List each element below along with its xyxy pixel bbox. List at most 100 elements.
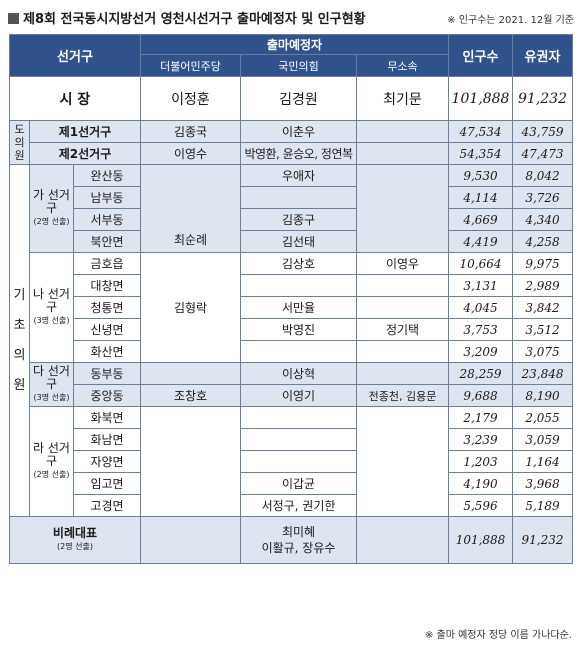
- town-pop: 5,596: [448, 494, 513, 517]
- district-2-ppp: 박영환, 윤승오, 정연복: [240, 142, 357, 165]
- town-voters: 3,512: [512, 318, 573, 341]
- town-ppp: 이갑균: [240, 472, 357, 495]
- header-party-dem: 더불어민주당: [140, 54, 241, 77]
- district-2: 제2선거구: [29, 142, 141, 165]
- proportional-ppp: 최미혜 이활규, 장유수: [240, 516, 357, 564]
- town-ppp: [240, 186, 357, 209]
- district-1-ind: [356, 120, 449, 143]
- town-name: 자양면: [73, 450, 141, 473]
- group-ra-dem: [140, 406, 241, 517]
- group-na: 나 선거구 (3명 선출): [29, 252, 74, 363]
- proportional-dem: [140, 516, 241, 564]
- town-pop: 9,530: [448, 164, 513, 187]
- town-pop: 3,131: [448, 274, 513, 297]
- district-2-voters: 47,473: [512, 142, 573, 165]
- table-row-mayor: 시 장 이정훈 김경원 최기문 101,888 91,232: [9, 76, 573, 121]
- page-title: 제8회 전국동시지방선거 영천시선거구 출마예정자 및 인구현황: [8, 8, 366, 27]
- town-pop: 10,664: [448, 252, 513, 275]
- town-name: 화남면: [73, 428, 141, 451]
- group-ga-ind: [356, 164, 449, 253]
- group-ra-name: 라 선거구: [33, 441, 70, 468]
- town-ppp: 김선태: [240, 230, 357, 253]
- town-name: 동부동: [73, 362, 141, 385]
- town-name: 대창면: [73, 274, 141, 297]
- town-voters: 3,075: [512, 340, 573, 363]
- town-voters: 4,258: [512, 230, 573, 253]
- town-pop: 3,753: [448, 318, 513, 341]
- table-row: 신녕면 박영진 정기택 3,753 3,512: [10, 318, 573, 341]
- town-ppp: [240, 428, 357, 451]
- town-name: 북안면: [73, 230, 141, 253]
- town-ppp: 이상혁: [240, 362, 357, 385]
- district-1-ppp: 이춘우: [240, 120, 357, 143]
- town-voters: 4,340: [512, 208, 573, 231]
- district-1: 제1선거구: [29, 120, 141, 143]
- town-pop: 4,190: [448, 472, 513, 495]
- town-pop: 9,688: [448, 384, 513, 407]
- proportional-label: 비례대표 (2명 선출): [9, 516, 141, 564]
- town-pop: 3,239: [448, 428, 513, 451]
- town-ppp: 서정구, 권기한: [240, 494, 357, 517]
- town-voters: 5,189: [512, 494, 573, 517]
- town-voters: 3,059: [512, 428, 573, 451]
- group-ra-ind: [356, 406, 449, 517]
- table-row: 남부동 4,114 3,726: [10, 186, 573, 209]
- table-row: 대창면 3,131 2,989: [10, 274, 573, 297]
- town-ppp: [240, 274, 357, 297]
- town-pop: 2,179: [448, 406, 513, 429]
- town-voters: 3,968: [512, 472, 573, 495]
- table-row: 도의원 제1선거구 김종국 이춘우 47,534 43,759: [9, 120, 573, 165]
- council-label-text: 기초의원: [13, 287, 26, 393]
- group-ga-dem: 최순례: [140, 164, 241, 253]
- mayor-pop: 101,888: [448, 76, 513, 121]
- town-pop: 1,203: [448, 450, 513, 473]
- table-row: 제2선거구 이영수 박영환, 윤승오, 정연복 54,354 47,473: [10, 142, 573, 165]
- town-voters: 3,842: [512, 296, 573, 319]
- town-ppp: 서만율: [240, 296, 357, 319]
- town-name: 고경면: [73, 494, 141, 517]
- town-ppp: 김상호: [240, 252, 357, 275]
- town-name: 화산면: [73, 340, 141, 363]
- mayor-ppp: 김경원: [240, 76, 357, 121]
- header-party-ppp: 국민의힘: [240, 54, 357, 77]
- town-voters: 2,989: [512, 274, 573, 297]
- group-ga: 가 선거구 (2명 선출): [29, 164, 74, 253]
- town-ppp: [240, 450, 357, 473]
- header-voters: 유권자: [512, 34, 573, 77]
- table-row: 고경면 서정구, 권기한 5,596 5,189: [10, 494, 573, 517]
- town-name: 청통면: [73, 296, 141, 319]
- square-bullet-icon: [8, 13, 19, 24]
- town-name: 중앙동: [73, 384, 141, 407]
- table-row: 서부동 김종구 4,669 4,340: [10, 208, 573, 231]
- header-party-ind: 무소속: [356, 54, 449, 77]
- table-row: 화남면 3,239 3,059: [10, 428, 573, 451]
- town-ind: [356, 274, 449, 297]
- proportional-label-text: 비례대표: [52, 526, 98, 540]
- town-ppp: 이영기: [240, 384, 357, 407]
- district-1-dem: 김종국: [140, 120, 241, 143]
- town-name: 완산동: [73, 164, 141, 187]
- table-row: 다 선거구 (3명 선출) 동부동 이상혁 28,259 23,848: [10, 362, 573, 407]
- town-ind: [356, 362, 449, 385]
- table-row: 기초의원 가 선거구 (2명 선출) 완산동 최순례 우애자 9,530 8,04…: [9, 164, 573, 517]
- table-row: 화산면 3,209 3,075: [10, 340, 573, 363]
- town-pop: 4,045: [448, 296, 513, 319]
- town-voters: 2,055: [512, 406, 573, 429]
- group-ga-seats: (2명 선출): [33, 217, 70, 226]
- district-2-dem: 이영수: [140, 142, 241, 165]
- district-1-pop: 47,534: [448, 120, 513, 143]
- group-na-seats: (3명 선출): [33, 316, 70, 325]
- town-pop: 4,114: [448, 186, 513, 209]
- mayor-voters: 91,232: [512, 76, 573, 121]
- town-ppp: 박영진: [240, 318, 357, 341]
- town-name: 화북면: [73, 406, 141, 429]
- table-row-proportional: 비례대표 (2명 선출) 최미혜 이활규, 장유수 101,888 91,232: [9, 516, 573, 564]
- mayor-label: 시 장: [9, 76, 141, 121]
- town-name: 서부동: [73, 208, 141, 231]
- district-1-voters: 43,759: [512, 120, 573, 143]
- table-row: 자양면 1,203 1,164: [10, 450, 573, 473]
- town-ind: 정기택: [356, 318, 449, 341]
- table-row: 청통면 서만율 4,045 3,842: [10, 296, 573, 319]
- town-dem: 조창호: [140, 384, 241, 407]
- proportional-seats: (2명 선출): [57, 542, 93, 551]
